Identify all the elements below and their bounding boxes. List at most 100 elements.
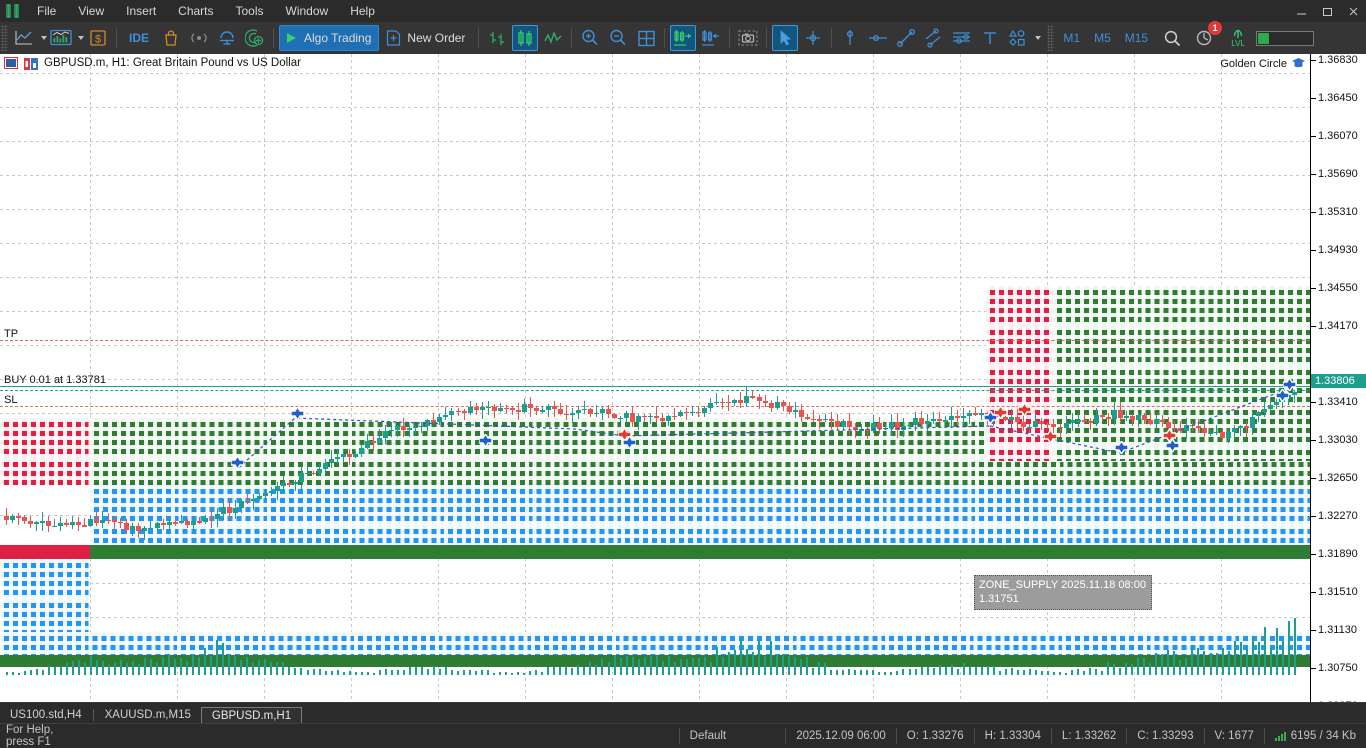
sell-signal-marker[interactable]	[1162, 427, 1177, 444]
signals-icon[interactable]	[186, 25, 212, 51]
candle-body[interactable]	[377, 437, 383, 444]
signal-markers[interactable]	[0, 54, 1310, 702]
status-profile[interactable]: Default	[678, 727, 786, 744]
sell-signal-marker[interactable]	[1043, 428, 1058, 445]
candle-body[interactable]	[461, 411, 467, 413]
candle-body[interactable]	[509, 408, 515, 410]
candle-body[interactable]	[70, 521, 76, 525]
vertical-line-icon[interactable]	[837, 25, 863, 51]
candle-body[interactable]	[1274, 401, 1280, 405]
candle-body[interactable]	[455, 410, 461, 413]
template-dropdown-icon[interactable]	[78, 36, 84, 40]
candle-body[interactable]	[1135, 415, 1141, 421]
candle-body[interactable]	[1069, 420, 1075, 424]
candle-body[interactable]	[154, 523, 160, 528]
candle-body[interactable]	[268, 491, 274, 494]
demand-zone-right[interactable]	[1053, 286, 1310, 461]
new-order-button[interactable]: New Order	[381, 25, 473, 51]
candle-body[interactable]	[190, 521, 196, 525]
candle-body[interactable]	[955, 415, 961, 419]
supply-zone-left[interactable]	[0, 418, 90, 485]
candle-body[interactable]	[503, 407, 509, 410]
candle-body[interactable]	[840, 420, 846, 427]
blue-zone-upper[interactable]	[90, 485, 1310, 545]
candle-body[interactable]	[774, 401, 780, 408]
candle-body[interactable]	[178, 521, 184, 523]
candle-body[interactable]	[1262, 408, 1268, 413]
chart-shift-icon[interactable]	[698, 25, 724, 51]
candle-body[interactable]	[1153, 419, 1159, 425]
timeframe-m5[interactable]: M5	[1094, 31, 1111, 45]
candle-body[interactable]	[672, 415, 678, 418]
tab-xauusd[interactable]: XAUUSD.m,M15	[104, 709, 191, 721]
candle-body[interactable]	[521, 404, 527, 412]
candle-body[interactable]	[244, 500, 250, 503]
sl-level-line[interactable]: SL	[0, 394, 1310, 407]
alerts-icon[interactable]: 1	[1192, 21, 1223, 51]
candle-body[interactable]	[28, 521, 34, 524]
minimize-icon[interactable]	[1288, 0, 1314, 22]
candle-body[interactable]	[238, 500, 244, 509]
candle-body[interactable]	[654, 415, 660, 418]
candle-body[interactable]	[684, 411, 690, 414]
candle-body[interactable]	[852, 426, 858, 430]
candle-body[interactable]	[298, 473, 304, 483]
candle-body[interactable]	[1244, 426, 1250, 429]
price-axis[interactable]: 1.36830 1.36450 1.36070 1.35690 1.35310 1.349…	[1310, 54, 1366, 702]
candle-body[interactable]	[353, 454, 359, 457]
candle-body[interactable]	[76, 521, 82, 526]
tab-gbpusd[interactable]: GBPUSD.m,H1	[200, 707, 303, 724]
candle-body[interactable]	[1093, 414, 1099, 424]
candle-body[interactable]	[876, 423, 882, 429]
candle-body[interactable]	[606, 409, 611, 415]
grid-icon[interactable]	[633, 25, 659, 51]
auto-scroll-icon[interactable]	[670, 25, 697, 51]
candle-body[interactable]	[262, 493, 268, 497]
candle-body[interactable]	[660, 417, 666, 421]
demand-band-lower[interactable]	[0, 655, 1310, 667]
candle-body[interactable]	[335, 457, 341, 459]
candle-body[interactable]	[4, 516, 9, 520]
candle-body[interactable]	[949, 415, 955, 421]
candle-body[interactable]	[569, 413, 575, 415]
timeframe-m1[interactable]: M1	[1063, 31, 1081, 45]
candle-body[interactable]	[714, 401, 720, 404]
candle-body[interactable]	[581, 409, 587, 411]
candle-body[interactable]	[112, 519, 118, 522]
candle-body[interactable]	[82, 525, 88, 527]
candle-body[interactable]	[762, 401, 768, 403]
candle-body[interactable]	[226, 507, 232, 513]
chart-type-dropdown-icon[interactable]	[41, 36, 47, 40]
candle-body[interactable]	[1039, 421, 1045, 424]
candle-body[interactable]	[16, 516, 22, 518]
candle-body[interactable]	[804, 417, 810, 420]
candle-body[interactable]	[46, 521, 52, 526]
dollar-icon[interactable]: $	[85, 25, 111, 51]
candle-body[interactable]	[214, 514, 220, 520]
shapes-icon[interactable]	[1005, 25, 1031, 51]
candle-body[interactable]	[10, 516, 16, 520]
candle-body[interactable]	[931, 418, 937, 421]
candle-body[interactable]	[1045, 423, 1051, 426]
candle-body[interactable]	[389, 429, 395, 432]
candle-body[interactable]	[166, 522, 172, 526]
candle-body[interactable]	[557, 409, 563, 414]
candle-body[interactable]	[1111, 409, 1117, 419]
line-chart-icon[interactable]	[11, 25, 37, 51]
candle-body[interactable]	[792, 410, 798, 413]
sell-signal-marker[interactable]	[1017, 401, 1032, 418]
candle-body[interactable]	[148, 527, 154, 530]
indicator-badge[interactable]: Golden Circle	[1220, 57, 1306, 70]
candle-body[interactable]	[473, 407, 479, 411]
candle-body[interactable]	[533, 408, 539, 411]
candle-body[interactable]	[1201, 427, 1207, 433]
candle-body[interactable]	[527, 404, 533, 409]
candle-body[interactable]	[292, 482, 298, 484]
menu-charts[interactable]: Charts	[178, 4, 214, 18]
maximize-icon[interactable]	[1314, 0, 1340, 22]
candle-body[interactable]	[106, 519, 112, 521]
market-bag-icon[interactable]	[158, 25, 184, 51]
candle-body[interactable]	[563, 413, 569, 416]
candle-body[interactable]	[1256, 412, 1262, 417]
candle-body[interactable]	[1105, 416, 1111, 419]
